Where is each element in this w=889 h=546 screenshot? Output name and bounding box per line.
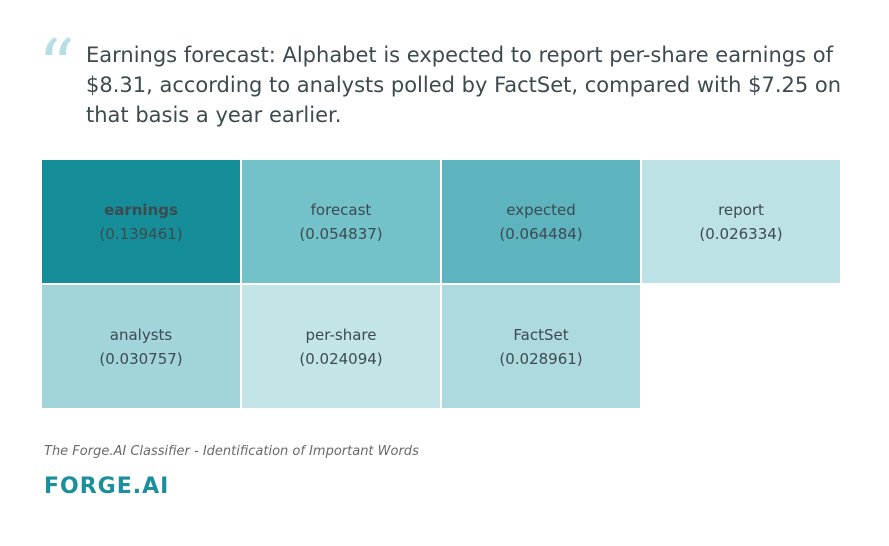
logo: FORGE.AI — [44, 474, 170, 499]
score: (0.024094) — [299, 349, 383, 368]
word: per-share — [305, 325, 377, 344]
score: (0.028961) — [499, 349, 583, 368]
word: report — [718, 200, 764, 219]
word-grid: earnings (0.139461) forecast (0.054837) expe… — [42, 160, 840, 408]
quote-mark: “ — [38, 24, 75, 108]
score: (0.054837) — [299, 224, 383, 243]
word: expected — [506, 200, 576, 219]
word-cell: expected (0.064484) — [442, 160, 640, 283]
word-cell: per-share (0.024094) — [242, 285, 440, 408]
word: analysts — [109, 325, 173, 344]
score: (0.139461) — [99, 224, 183, 243]
word: earnings — [104, 200, 178, 219]
word-cell: analysts (0.030757) — [42, 285, 240, 408]
word-cell: report (0.026334) — [642, 160, 840, 283]
word-cell: FactSet (0.028961) — [442, 285, 640, 408]
word-cell: forecast (0.054837) — [242, 160, 440, 283]
word-cell: earnings (0.139461) — [42, 160, 240, 283]
word: FactSet — [513, 325, 569, 344]
quote-text: Earnings forecast: Alphabet is expected … — [86, 43, 842, 127]
score: (0.030757) — [99, 349, 183, 368]
score: (0.026334) — [699, 224, 783, 243]
word: forecast — [310, 200, 372, 219]
score: (0.064484) — [499, 224, 583, 243]
caption: The Forge.AI Classifier - Identification… — [44, 444, 419, 459]
